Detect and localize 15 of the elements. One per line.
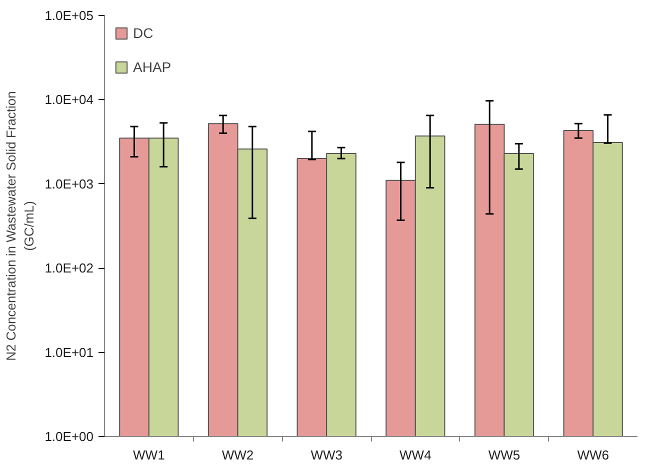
x-tick-label: WW5 (488, 448, 520, 462)
y-tick-label: 1.0E+05 (44, 8, 94, 23)
legend-label: DC (133, 25, 154, 41)
x-tick-label: WW4 (400, 448, 432, 462)
legend-label: AHAP (133, 59, 172, 75)
x-tick-label: WW6 (577, 448, 609, 462)
y-axis-title: N2 Concentration in Wastewater Solid Fraction (GC/mL) (4, 91, 37, 361)
x-tick-label: WW3 (310, 448, 342, 462)
y-tick-label: 1.0E+02 (44, 260, 94, 276)
y-tick-label: 1.0E+00 (44, 429, 94, 444)
y-tick-label: 1.0E+03 (44, 176, 94, 192)
y-tick-label: 1.0E+01 (44, 344, 94, 360)
x-tick-label: WW1 (133, 448, 165, 462)
y-tick-label: 1.0E+04 (44, 92, 94, 108)
x-tick-label: WW2 (222, 448, 254, 462)
